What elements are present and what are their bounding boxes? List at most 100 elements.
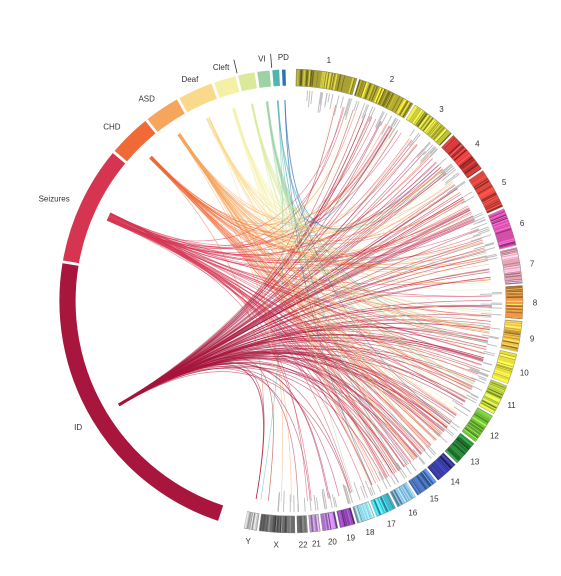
gene-tick (313, 495, 317, 511)
link-seizures (109, 213, 492, 297)
gene-tick (315, 497, 319, 511)
chromosome-8-band (506, 305, 523, 306)
chromosome-label: 9 (530, 335, 535, 344)
chromosome-y-band (244, 512, 249, 528)
chromosome-5-band (474, 180, 490, 190)
chromosome-x-band (266, 515, 269, 532)
chromosome-2-band (391, 96, 401, 111)
gene-tick (486, 343, 498, 347)
chromosome-13 (444, 432, 475, 464)
chromosome-17-band (381, 496, 390, 512)
chromosome-11-band (488, 386, 504, 394)
chromosome-8 (505, 285, 524, 320)
gene-tick (409, 129, 415, 137)
chromosome-15-band (419, 473, 431, 487)
chromosome-x-band (289, 516, 291, 533)
chromosome-1-band (329, 73, 334, 90)
chromosome-10-band (494, 372, 510, 379)
link-deaf (208, 117, 492, 314)
gene-tick (416, 142, 431, 158)
phenotype-label: Deaf (181, 75, 199, 84)
chromosome-label: 14 (451, 478, 460, 487)
chromosome-14-band (441, 455, 453, 468)
gene-tick (472, 229, 490, 237)
link-seizures (108, 216, 445, 432)
chromosome-1-band (319, 71, 324, 88)
chromosome-4-band (460, 157, 474, 169)
chromosome-20 (320, 511, 339, 532)
gene-tick (376, 484, 382, 493)
chromosome-x-band (276, 516, 280, 533)
gene-tick (283, 490, 285, 512)
gene-tick (347, 486, 354, 503)
chromosome-6-band (489, 211, 505, 219)
chromosome-1-band (308, 70, 311, 87)
gene-tick (353, 481, 361, 501)
chromosome-12 (461, 407, 493, 442)
chromosome-15-band (424, 469, 436, 483)
chromosome-11-band (480, 402, 496, 411)
chromosome-22-band (298, 516, 300, 533)
chromosome-10-band (500, 352, 516, 358)
chromosome-12-band (474, 413, 489, 424)
chromosome-8-band (506, 285, 523, 288)
chromosome-17-band (377, 498, 385, 514)
link-cleft2 (251, 103, 491, 329)
chromosome-14-band (434, 460, 447, 474)
gene-tick (375, 111, 384, 128)
chromosome-8-band (505, 316, 522, 319)
link-id (119, 367, 384, 480)
chromosome-19-band (339, 510, 345, 527)
chromosome-3-band (407, 106, 418, 121)
chromosome-3-band (427, 122, 439, 136)
chromosome-1-band (303, 69, 306, 86)
chromosome-2-band (374, 87, 382, 103)
gene-tick (343, 98, 350, 118)
gene-tick (477, 219, 486, 224)
chromosome-20-band (331, 512, 337, 529)
gene-tick (392, 472, 400, 483)
gene-tick (390, 475, 396, 485)
gene-tick (321, 491, 326, 510)
chromosome-3-band (425, 120, 437, 134)
chromosome-16-band (393, 489, 403, 505)
chromosome-19 (336, 507, 356, 528)
chromosome-2-band (368, 85, 376, 101)
gene-tick (450, 425, 458, 432)
chromosome-3-band (420, 115, 431, 129)
chromosome-3-band (415, 111, 426, 126)
chromosome-1-band (333, 73, 337, 90)
segment-separator (233, 59, 238, 74)
chromosome-6-band (495, 228, 512, 235)
chromosome-8-band (506, 305, 523, 308)
chromosome-17-band (375, 499, 383, 515)
chromosome-y-band (251, 513, 256, 530)
chromosome-15-band (409, 480, 419, 495)
chromosome-label: 19 (346, 534, 355, 543)
link-seizures (107, 218, 388, 478)
chromosome-2-band (370, 85, 379, 102)
link-id (118, 354, 405, 468)
chromosome-1-band (330, 73, 335, 90)
phenotype-cleft2-arc (237, 71, 258, 93)
gene-tick (444, 172, 459, 184)
chromosome-7-band (504, 268, 521, 271)
chromosome-13-band (450, 445, 463, 457)
chromosome-8-band (506, 309, 523, 311)
chromosome-14-band (430, 464, 442, 478)
chromosome-10-band (496, 364, 513, 370)
gene-tick (303, 497, 306, 512)
chromosome-5-band (480, 190, 495, 199)
link-id (118, 196, 464, 405)
chromosome-7-band (503, 265, 520, 269)
chromosome-3-band (428, 122, 440, 136)
chromosome-11-band (479, 404, 494, 414)
link-seizures (109, 106, 344, 248)
chromosome-16-band (405, 482, 416, 497)
chromosome-3-band (412, 109, 423, 124)
gene-tick (469, 367, 489, 376)
chromosome-6-band (498, 239, 515, 245)
chromosome-8-band (506, 308, 523, 310)
gene-tick (409, 461, 417, 472)
